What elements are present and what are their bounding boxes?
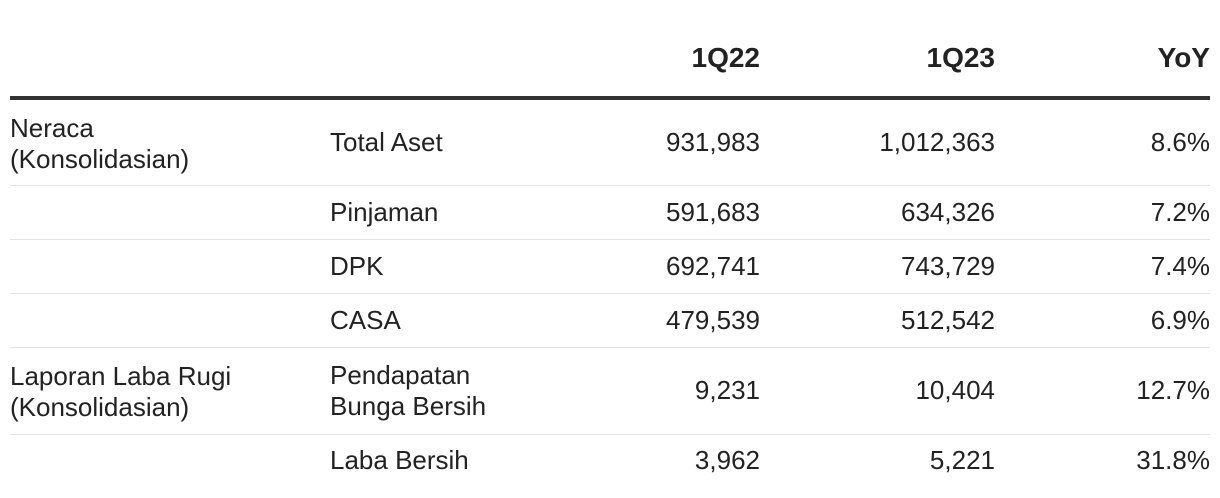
- header-metric: [330, 0, 510, 100]
- row-metric: Laba Bersih: [330, 444, 469, 475]
- row-1q23-value: 512,542: [760, 293, 995, 348]
- row-metric: DPK: [330, 239, 510, 294]
- row-1q23-value: 5,221: [929, 444, 995, 475]
- row-yoy-value: 6.9%: [995, 293, 1210, 348]
- header-yoy: YoY: [995, 0, 1210, 100]
- table-row: Neraca (Konsolidasian) Total Aset 931,98…: [10, 98, 1210, 186]
- header-category: [10, 0, 330, 100]
- table-row: Pinjaman 591,683 634,326 7.2%: [10, 185, 1210, 240]
- row-category: Laporan Laba Rugi (Konsolidasian): [10, 347, 330, 435]
- header-1q23: 1Q23: [760, 0, 995, 100]
- row-yoy-value: 7.4%: [995, 239, 1210, 294]
- row-1q23-value: 743,729: [760, 239, 995, 294]
- row-metric: Total Aset: [330, 98, 510, 186]
- row-yoy-value: 8.6%: [995, 98, 1210, 186]
- header-1q22: 1Q22: [510, 0, 760, 100]
- row-1q23-value: 10,404: [760, 347, 995, 435]
- row-1q22-value: 591,683: [510, 185, 760, 240]
- row-1q23-value: 1,012,363: [760, 98, 995, 186]
- table-header: 1Q22 1Q23 YoY: [10, 0, 1210, 100]
- row-category: Neraca (Konsolidasian): [10, 98, 330, 186]
- table-body: Neraca (Konsolidasian) Total Aset 931,98…: [10, 98, 1210, 486]
- financial-summary: 1Q22 1Q23 YoY Neraca (Konsolidasian) Tot…: [10, 0, 1210, 486]
- row-category: [10, 293, 330, 348]
- row-yoy-value: 31.8%: [1136, 444, 1210, 475]
- row-1q22-value: 931,983: [510, 98, 760, 186]
- row-1q22-value: 692,741: [510, 239, 760, 294]
- row-1q23-value: 634,326: [760, 185, 995, 240]
- financial-table: 1Q22 1Q23 YoY Neraca (Konsolidasian) Tot…: [10, 0, 1210, 486]
- row-category: [10, 185, 330, 240]
- table-row: DPK 692,741 743,729 7.4%: [10, 239, 1210, 294]
- row-category: [10, 434, 330, 486]
- row-1q22-value: 479,539: [510, 293, 760, 348]
- header-row: 1Q22 1Q23 YoY: [10, 0, 1210, 100]
- row-1q22-value: 3,962: [694, 444, 760, 475]
- row-1q22-value: 9,231: [510, 347, 760, 435]
- table-row: Laba Bersih 3,962 5,221 31.8%: [10, 434, 1210, 486]
- row-metric: Pinjaman: [330, 185, 510, 240]
- row-yoy-value: 7.2%: [995, 185, 1210, 240]
- row-category: [10, 239, 330, 294]
- row-yoy-value: 12.7%: [995, 347, 1210, 435]
- row-metric: CASA: [330, 293, 510, 348]
- table-row: CASA 479,539 512,542 6.9%: [10, 293, 1210, 348]
- row-metric: Pendapatan Bunga Bersih: [330, 347, 510, 435]
- table-row: Laporan Laba Rugi (Konsolidasian) Pendap…: [10, 347, 1210, 435]
